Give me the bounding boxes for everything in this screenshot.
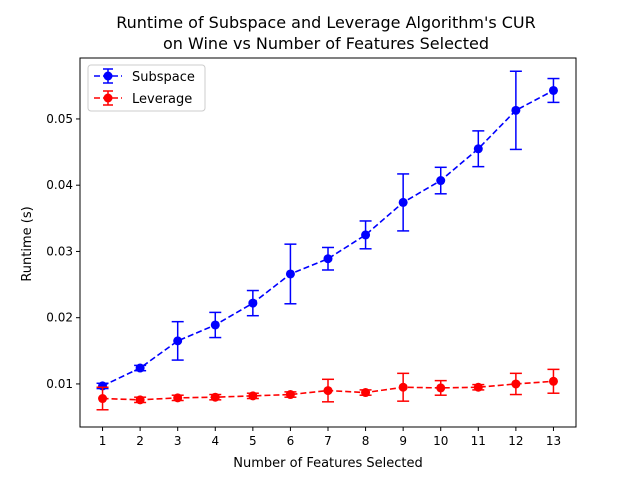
x-axis-label: Number of Features Selected — [233, 456, 422, 471]
data-point — [210, 320, 220, 330]
data-point — [323, 254, 333, 264]
y-tick-label: 0.04 — [46, 178, 73, 192]
y-tick-label: 0.03 — [46, 244, 73, 258]
data-point — [210, 392, 220, 402]
series-subspace — [96, 70, 560, 391]
y-axis-label: Runtime (s) — [20, 206, 35, 281]
y-tick-label: 0.05 — [46, 112, 73, 126]
data-point — [285, 390, 295, 400]
data-point — [511, 105, 521, 115]
data-point — [473, 144, 483, 154]
data-point — [436, 176, 446, 186]
data-point — [436, 383, 446, 393]
data-point — [548, 85, 558, 95]
x-tick-label: 11 — [471, 434, 486, 448]
data-point — [473, 382, 483, 392]
data-point — [361, 230, 371, 240]
legend-marker — [103, 71, 113, 81]
legend-marker — [103, 93, 113, 103]
data-point — [323, 386, 333, 396]
series-leverage — [96, 368, 560, 411]
legend-label: Leverage — [132, 92, 192, 107]
data-point — [173, 393, 183, 403]
data-point — [173, 336, 183, 346]
data-point — [511, 379, 521, 389]
x-tick-label: 3 — [174, 434, 182, 448]
x-tick-label: 13 — [546, 434, 561, 448]
data-point — [398, 382, 408, 392]
x-tick-label: 4 — [211, 434, 219, 448]
y-tick-label: 0.02 — [46, 311, 73, 325]
x-tick-label: 8 — [362, 434, 370, 448]
x-tick-label: 10 — [433, 434, 448, 448]
data-point — [98, 381, 108, 391]
x-tick-label: 1 — [99, 434, 107, 448]
chart-title-line-2: on Wine vs Number of Features Selected — [163, 34, 489, 53]
data-point — [98, 394, 108, 404]
data-point — [135, 395, 145, 405]
x-tick-label: 5 — [249, 434, 257, 448]
chart-title-line-1: Runtime of Subspace and Leverage Algorit… — [116, 13, 536, 32]
data-point — [248, 298, 258, 308]
x-tick-label: 2 — [136, 434, 144, 448]
legend-label: Subspace — [132, 70, 195, 85]
x-tick-label: 12 — [508, 434, 523, 448]
data-point — [135, 363, 145, 373]
x-tick-label: 7 — [324, 434, 332, 448]
data-point — [361, 388, 371, 398]
data-point — [548, 376, 558, 386]
data-point — [285, 269, 295, 279]
data-point — [248, 391, 258, 401]
x-tick-label: 6 — [287, 434, 295, 448]
x-tick-label: 9 — [399, 434, 407, 448]
y-tick-label: 0.01 — [46, 377, 73, 391]
data-point — [398, 197, 408, 207]
series-line — [102, 89, 554, 387]
plot-frame — [79, 57, 577, 428]
legend: Subspace Leverage — [87, 64, 206, 112]
